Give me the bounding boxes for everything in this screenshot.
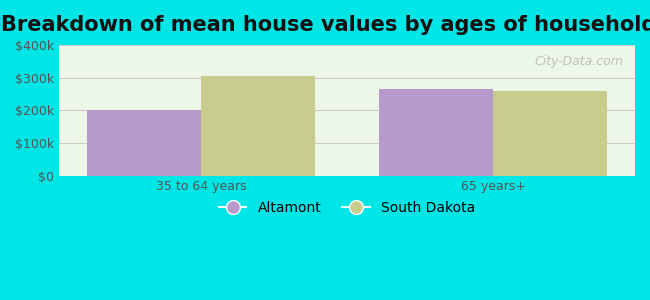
Bar [493, 91, 606, 176]
Bar [380, 89, 493, 176]
Text: City-Data.com: City-Data.com [534, 55, 623, 68]
Title: Breakdown of mean house values by ages of householders: Breakdown of mean house values by ages o… [1, 15, 650, 35]
Bar [87, 110, 201, 176]
Legend: Altamont, South Dakota: Altamont, South Dakota [213, 196, 481, 221]
Bar [201, 76, 315, 176]
